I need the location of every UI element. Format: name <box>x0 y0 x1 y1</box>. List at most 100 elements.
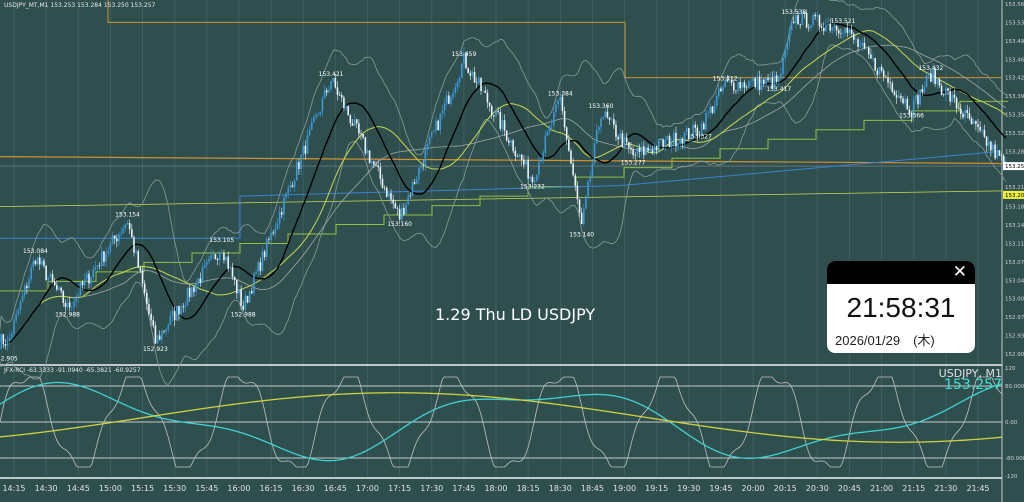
swing-price-label: 153.538 <box>781 9 806 16</box>
resistance-line <box>107 0 1002 79</box>
candle-body <box>83 279 86 285</box>
candle-body <box>390 193 392 200</box>
candle-body <box>17 310 20 314</box>
candle-body <box>169 315 172 326</box>
candle-body <box>743 82 746 88</box>
candle-body <box>722 86 724 92</box>
candle-body <box>36 257 39 265</box>
candle-body <box>71 306 73 308</box>
candle-body <box>499 112 502 129</box>
candle-body <box>495 110 497 117</box>
candle-body <box>938 79 941 86</box>
candle-body <box>717 88 720 97</box>
candle-body <box>377 165 379 168</box>
candle-body <box>161 331 163 340</box>
rci-header: JFX-RCI -63.3333 -91.0940 -65.3821 -60.9… <box>4 367 141 374</box>
candle-body <box>396 208 399 210</box>
candle-body <box>214 254 217 259</box>
candle-body <box>287 187 290 194</box>
swing-price-label: 153.417 <box>766 86 791 93</box>
candle-body <box>370 161 373 163</box>
candle-body <box>469 73 472 76</box>
candle-body <box>456 82 459 87</box>
candle-body <box>15 313 17 321</box>
candle-body <box>583 208 585 225</box>
candle-body <box>660 139 662 140</box>
clock-widget[interactable]: ✕ 21:58:31 2026/01/29 (木) <box>827 261 975 353</box>
candle-body <box>392 199 394 204</box>
candle-body <box>424 149 427 167</box>
close-icon[interactable]: ✕ <box>952 262 967 282</box>
price-tick-label: 153.145 <box>1005 223 1024 229</box>
candle-body <box>512 140 514 151</box>
swing-price-label: 153.232 <box>520 183 545 190</box>
price-tick-label: 153.565 <box>1005 2 1024 8</box>
candle-body <box>662 139 664 147</box>
candle-body <box>206 261 208 265</box>
candle-body <box>195 283 197 292</box>
candle-body <box>445 95 448 104</box>
candle-body <box>113 235 116 239</box>
candle-body <box>533 180 536 183</box>
candle-body <box>574 175 577 186</box>
ma-grey-line <box>0 44 1007 347</box>
candle-body <box>471 71 474 76</box>
swing-price-label: 152.905 <box>0 355 18 362</box>
candle-body <box>244 295 247 310</box>
candle-body <box>628 142 630 148</box>
candle-body <box>188 287 191 297</box>
candle-body <box>608 117 611 120</box>
candle-body <box>353 119 356 126</box>
candle-body <box>373 161 375 165</box>
candle-body <box>128 222 131 230</box>
candle-body <box>782 57 784 74</box>
candle-body <box>173 311 176 321</box>
candle-body <box>184 305 187 308</box>
candle-body <box>385 187 388 197</box>
candle-body <box>13 320 15 334</box>
candle-body <box>229 266 232 269</box>
price-tick-label: 153.320 <box>1005 131 1024 137</box>
candle-body <box>741 82 744 89</box>
candle-body <box>855 39 857 40</box>
swing-price-label: 153.432 <box>918 65 943 72</box>
candle-body <box>762 79 765 85</box>
candle-body <box>276 223 279 229</box>
candle-body <box>777 76 780 82</box>
candle-body <box>203 264 206 268</box>
candle-body <box>313 117 315 123</box>
time-tick-label: 18:30 <box>549 484 572 493</box>
candle-body <box>827 23 829 25</box>
candle-body <box>874 58 876 71</box>
candle-body <box>801 12 804 26</box>
candle-body <box>47 277 50 280</box>
candle-body <box>366 150 369 154</box>
candle-body <box>994 144 996 159</box>
candle-body <box>238 289 240 294</box>
candle-body <box>176 305 178 321</box>
candle-body <box>34 260 37 265</box>
candle-body <box>816 15 819 17</box>
candle-body <box>666 136 669 140</box>
swing-price-label: 152.988 <box>231 312 256 319</box>
candle-body <box>846 27 849 33</box>
time-tick-label: 14:45 <box>67 484 90 493</box>
time-tick-label: 14:15 <box>2 484 25 493</box>
candle-body <box>833 25 836 29</box>
candle-body <box>535 174 538 181</box>
swing-price-label: 153.366 <box>899 113 924 120</box>
clock-titlebar[interactable]: ✕ <box>827 261 975 284</box>
candle-body <box>538 162 540 175</box>
candle-body <box>137 251 140 268</box>
candle-body <box>405 204 407 215</box>
candle-body <box>418 167 420 180</box>
candle-body <box>520 154 523 160</box>
candle-body <box>306 134 309 154</box>
candle-body <box>825 24 827 32</box>
candle-body <box>375 164 377 166</box>
candle-body <box>850 29 853 34</box>
candle-body <box>610 119 613 120</box>
candle-body <box>531 176 534 183</box>
candle-body <box>523 159 525 165</box>
